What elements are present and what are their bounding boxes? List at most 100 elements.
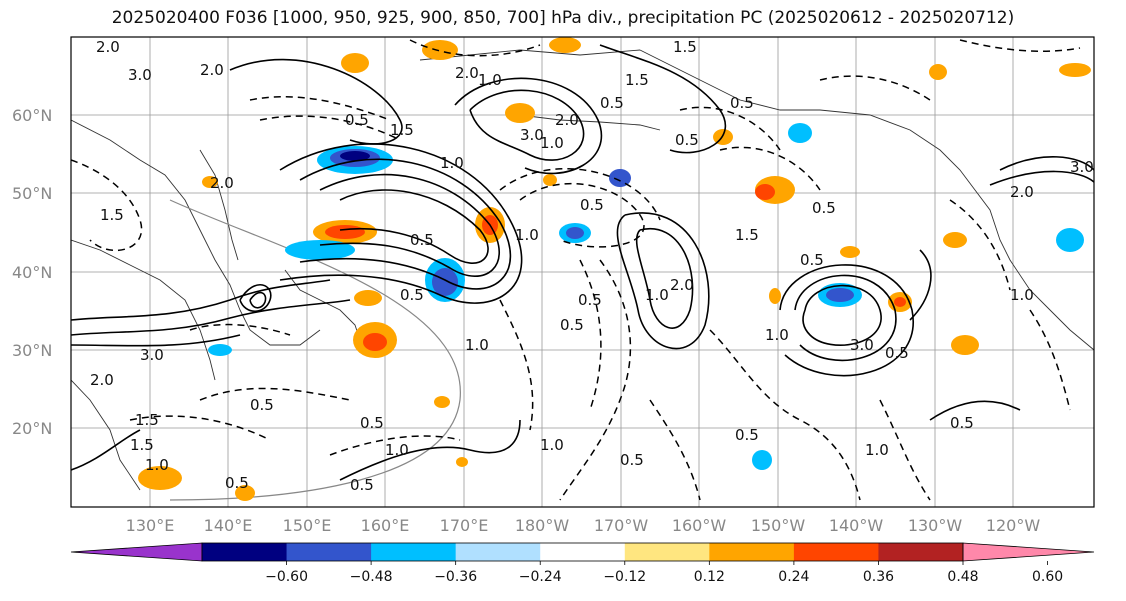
contour-label: 0.5 bbox=[600, 94, 624, 112]
colorbar-segment bbox=[202, 543, 288, 561]
contour-label: 0.5 bbox=[580, 196, 604, 214]
latitude-labels: 60°N 50°N 40°N 30°N 20°N bbox=[12, 106, 52, 438]
contour-label: 2.0 bbox=[200, 61, 224, 79]
colorbar-tick-label: 0.48 bbox=[947, 569, 978, 585]
colorbar-tick-label: 0.60 bbox=[1032, 569, 1063, 585]
colorbar-tick-label: 0.12 bbox=[694, 569, 725, 585]
contour-label: 1.0 bbox=[465, 336, 489, 354]
contour-label: 0.5 bbox=[560, 316, 584, 334]
contour-label: 1.0 bbox=[515, 226, 539, 244]
colorbar-tick-label: 0.36 bbox=[863, 569, 894, 585]
contour-label: 1.5 bbox=[390, 121, 414, 139]
lon-label: 120°W bbox=[986, 516, 1041, 535]
colorbar: −0.60 −0.48 −0.36 −0.24 −0.12 0.12 0.24 0.36 0.4… bbox=[70, 542, 1095, 585]
contour-label: 1.0 bbox=[385, 441, 409, 459]
contour-label: 0.5 bbox=[885, 344, 909, 362]
lon-label: 160°E bbox=[361, 516, 410, 535]
contour-label: 0.5 bbox=[620, 451, 644, 469]
lat-label: 20°N bbox=[12, 419, 52, 438]
contour-label: 1.5 bbox=[130, 436, 154, 454]
contour-label: 1.0 bbox=[645, 286, 669, 304]
lat-label: 50°N bbox=[12, 184, 52, 203]
contour-label: 1.0 bbox=[765, 326, 789, 344]
contour-label: 1.0 bbox=[865, 441, 889, 459]
contour-label: 0.5 bbox=[225, 474, 249, 492]
colorbar-segment bbox=[793, 543, 879, 561]
contour-label: 0.5 bbox=[400, 286, 424, 304]
colorbar-segment bbox=[286, 543, 372, 561]
contour-labels: 2.0 3.0 2.0 2.0 1.0 1.5 0.5 1.5 0.5 3.0 … bbox=[90, 38, 1094, 494]
colorbar-segment bbox=[962, 542, 1095, 562]
lon-label: 170°E bbox=[440, 516, 489, 535]
colorbar-tick-label: −0.48 bbox=[350, 569, 393, 585]
lon-label: 130°E bbox=[126, 516, 175, 535]
colorbar-outline bbox=[201, 542, 964, 562]
contour-label: 0.5 bbox=[410, 231, 434, 249]
gridlines bbox=[71, 37, 1094, 507]
lon-label: 130°W bbox=[908, 516, 963, 535]
solid-contours bbox=[71, 44, 1094, 481]
contour-label: 0.5 bbox=[360, 414, 384, 432]
contour-label: 1.5 bbox=[673, 38, 697, 56]
contour-label: 0.5 bbox=[345, 111, 369, 129]
contour-label: 0.5 bbox=[578, 291, 602, 309]
contour-label: 2.0 bbox=[90, 371, 114, 389]
contour-label: 1.0 bbox=[478, 71, 502, 89]
contour-label: 1.0 bbox=[145, 456, 169, 474]
contour-label: 0.5 bbox=[730, 94, 754, 112]
colorbar-tick-label: −0.36 bbox=[434, 569, 477, 585]
lat-label: 30°N bbox=[12, 341, 52, 360]
contour-label: 1.5 bbox=[735, 226, 759, 244]
colorbar-tick-label: 0.24 bbox=[778, 569, 809, 585]
contour-label: 3.0 bbox=[850, 336, 874, 354]
contour-label: 1.5 bbox=[100, 206, 124, 224]
contour-label: 1.0 bbox=[440, 154, 464, 172]
contour-label: 2.0 bbox=[670, 276, 694, 294]
contour-label: 2.0 bbox=[555, 111, 579, 129]
contour-label: 3.0 bbox=[520, 126, 544, 144]
lon-label: 170°W bbox=[594, 516, 649, 535]
contour-label: 2.0 bbox=[1010, 183, 1034, 201]
map-title: 2025020400 F036 [1000, 950, 925, 900, 85… bbox=[111, 8, 1015, 28]
colorbar-tick-label: −0.24 bbox=[519, 569, 562, 585]
lon-label: 160°W bbox=[672, 516, 727, 535]
map-frame bbox=[70, 36, 1095, 508]
longitude-labels: 130°E 140°E 150°E 160°E 170°E 180°W 170°… bbox=[126, 516, 1041, 535]
contour-label: 1.0 bbox=[1010, 286, 1034, 304]
colorbar-segment bbox=[455, 543, 541, 561]
colorbar-segment bbox=[371, 543, 457, 561]
colorbar-segment bbox=[878, 543, 964, 561]
lon-label: 180°W bbox=[515, 516, 570, 535]
contour-label: 3.0 bbox=[1070, 158, 1094, 176]
contour-label: 1.0 bbox=[540, 436, 564, 454]
contour-label: 0.5 bbox=[812, 199, 836, 217]
contour-label: 0.5 bbox=[250, 396, 274, 414]
contour-label: 0.5 bbox=[350, 476, 374, 494]
colorbar-tick-label: −0.12 bbox=[603, 569, 646, 585]
contour-label: 1.0 bbox=[540, 134, 564, 152]
dashed-contours bbox=[71, 39, 1081, 501]
contour-label: 2.0 bbox=[96, 38, 120, 56]
contour-label: 1.5 bbox=[135, 411, 159, 429]
contour-label: 0.5 bbox=[950, 414, 974, 432]
contour-label: 2.0 bbox=[210, 174, 234, 192]
coastlines bbox=[71, 49, 1094, 491]
lat-label: 40°N bbox=[12, 263, 52, 282]
lon-label: 150°W bbox=[751, 516, 806, 535]
colorbar-segment bbox=[70, 542, 203, 562]
lon-label: 140°W bbox=[829, 516, 884, 535]
contour-label: 3.0 bbox=[128, 66, 152, 84]
colorbar-segment bbox=[709, 543, 795, 561]
lon-label: 140°E bbox=[204, 516, 253, 535]
colorbar-segment bbox=[624, 543, 710, 561]
contour-label: 0.5 bbox=[735, 426, 759, 444]
lat-label: 60°N bbox=[12, 106, 52, 125]
contour-label: 0.5 bbox=[800, 251, 824, 269]
contour-label: 2.0 bbox=[455, 64, 479, 82]
lon-label: 150°E bbox=[283, 516, 332, 535]
colorbar-segment bbox=[540, 543, 626, 561]
colorbar-tick-label: −0.60 bbox=[265, 569, 308, 585]
contour-label: 0.5 bbox=[675, 131, 699, 149]
contour-label: 3.0 bbox=[140, 346, 164, 364]
